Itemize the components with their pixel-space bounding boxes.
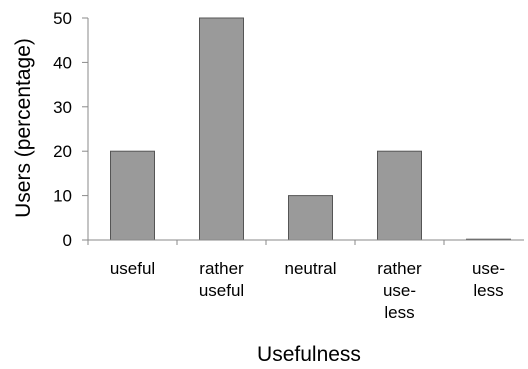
y-tick-label: 30 [53,98,72,117]
x-category-label: rather useful [199,259,244,300]
bar [288,195,333,241]
x-category-label: neutral [285,259,337,278]
x-category-label-line: use- [383,281,416,300]
bar [110,150,155,241]
x-category-label-line: less [384,303,414,322]
y-tick-label: 0 [63,231,72,250]
plot-area: 0 10 20 30 40 50 useful rather useful neutral rath… [53,9,524,322]
x-category-label-line: useful [199,281,244,300]
x-category-label-line: less [473,281,503,300]
x-category-label: useful [110,259,155,278]
y-tick-label: 20 [53,142,72,161]
x-category-label-line: useful [110,259,155,278]
x-axis-title: Usefulness [257,343,361,366]
x-category-label: use-less [472,259,505,300]
y-tick-label: 50 [53,9,72,28]
x-category-label-line: use- [472,259,505,278]
y-tick-label: 40 [53,53,72,72]
y-tick-label: 10 [53,187,72,206]
x-category-label-line: rather [377,259,422,278]
x-category-label: rather use-less [377,259,422,322]
bar [199,17,244,241]
bar [377,150,422,241]
y-axis-title: Users (percentage) [12,38,35,218]
x-category-label-line: rather [199,259,244,278]
x-category-label-line: neutral [285,259,337,278]
